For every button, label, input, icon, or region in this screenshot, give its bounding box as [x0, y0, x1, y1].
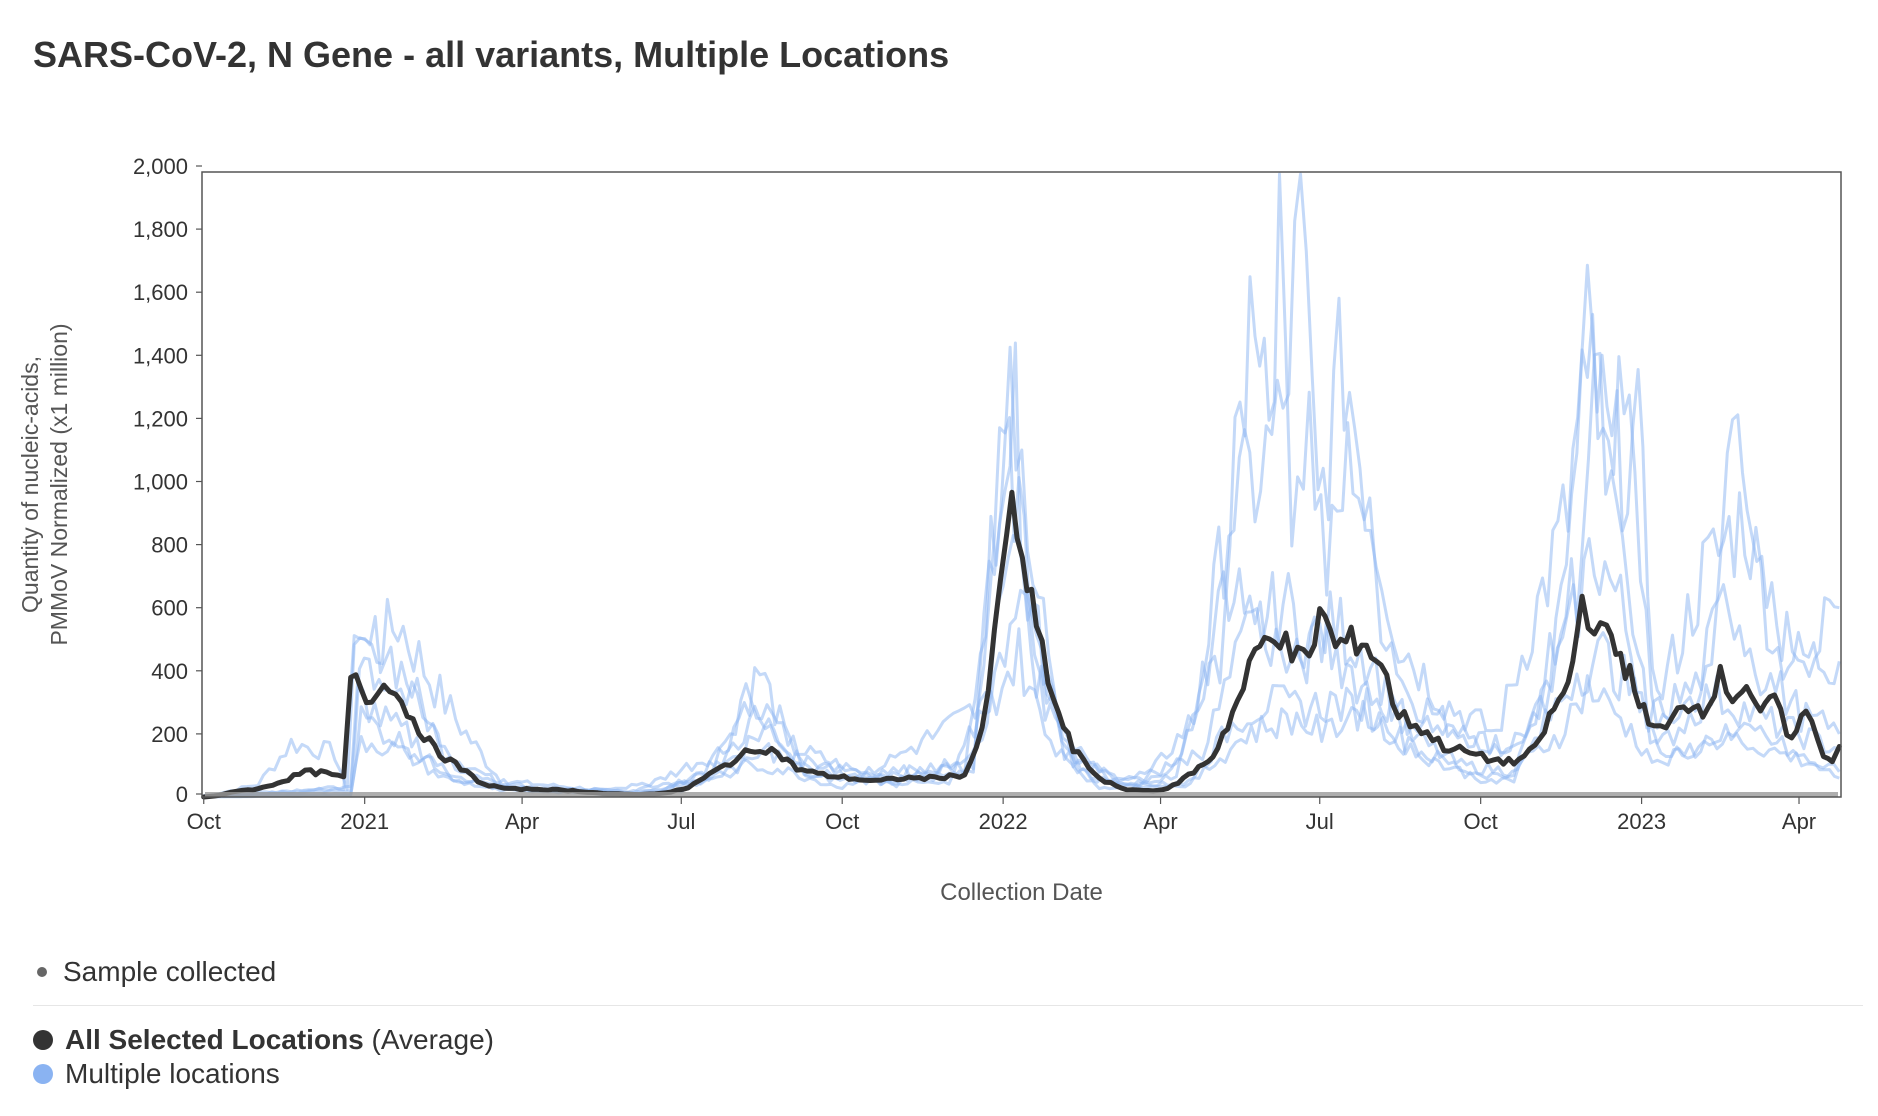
- legend-item-multiple-locations[interactable]: Multiple locations: [33, 1058, 280, 1090]
- x-tick-label: Jul: [667, 809, 695, 834]
- x-tick-label: Apr: [1143, 809, 1177, 834]
- sample-dot-icon: [37, 967, 47, 977]
- legend-item-average[interactable]: All Selected Locations (Average): [33, 1024, 494, 1056]
- y-axis-label: Quantity of nucleic-acids, PMMoV Normaliz…: [17, 323, 72, 645]
- location-line-1: [203, 172, 1840, 799]
- y-tick-label: 1,200: [133, 406, 188, 431]
- x-tick-label: Oct: [1464, 809, 1498, 834]
- y-tick-label: 1,600: [133, 280, 188, 305]
- legend-average-name: All Selected Locations: [65, 1024, 364, 1055]
- y-axis-label-line: Quantity of nucleic-acids,: [17, 356, 43, 613]
- y-tick-label: 2,000: [133, 154, 188, 179]
- legend-average-suffix: (Average): [371, 1024, 494, 1055]
- x-tick-label: 2021: [340, 809, 389, 834]
- x-tick-label: Apr: [505, 809, 539, 834]
- x-tick-label: Jul: [1306, 809, 1334, 834]
- y-tick-label: 1,800: [133, 217, 188, 242]
- average-line: [201, 489, 1842, 800]
- average-series-line: [201, 489, 1842, 800]
- location-line-6: [203, 627, 1840, 799]
- y-tick-label: 0: [176, 782, 188, 807]
- sample-collected-label: Sample collected: [63, 956, 277, 987]
- y-tick-label: 200: [151, 722, 188, 747]
- locations-swatch-icon: [33, 1064, 53, 1084]
- plot-area-frame: [201, 171, 1842, 798]
- x-tick-label: 2022: [979, 809, 1028, 834]
- y-tick-label: 400: [151, 659, 188, 684]
- x-tick-label: Oct: [187, 809, 221, 834]
- chart-title: SARS-CoV-2, N Gene - all variants, Multi…: [33, 34, 950, 75]
- x-axis: Oct 2021 Apr Jul Oct 2022 Apr Jul Oct 2023 Apr: [187, 797, 1816, 834]
- x-tick-label: Oct: [825, 809, 859, 834]
- y-tick-label: 600: [151, 596, 188, 621]
- y-axis: 0 200 400 600 800 1,000 1,200 1,400 1,600 1,800 2,…: [133, 154, 202, 807]
- x-tick-label: 2023: [1617, 809, 1666, 834]
- y-tick-label: 1,000: [133, 470, 188, 495]
- x-tick-label: Apr: [1782, 809, 1816, 834]
- location-line-4: [203, 588, 1841, 799]
- legend-divider: [33, 1005, 1863, 1006]
- sample-collected-legend: Sample collected: [33, 956, 276, 988]
- chart-svg: 0 200 400 600 800 1,000 1,200 1,400 1,600 1,800 2,…: [17, 154, 1842, 906]
- legend-locations-name: Multiple locations: [65, 1058, 280, 1089]
- y-tick-label: 800: [151, 533, 188, 558]
- y-tick-label: 1,400: [133, 343, 188, 368]
- sample-collected-markers: [205, 792, 1838, 797]
- location-series-lines: [203, 172, 1841, 799]
- sample-marker-strip: [205, 792, 1838, 797]
- average-swatch-icon: [33, 1030, 53, 1050]
- y-axis-label-line: PMMoV Normalized (x1 million): [46, 323, 72, 645]
- x-axis-label: Collection Date: [940, 879, 1103, 906]
